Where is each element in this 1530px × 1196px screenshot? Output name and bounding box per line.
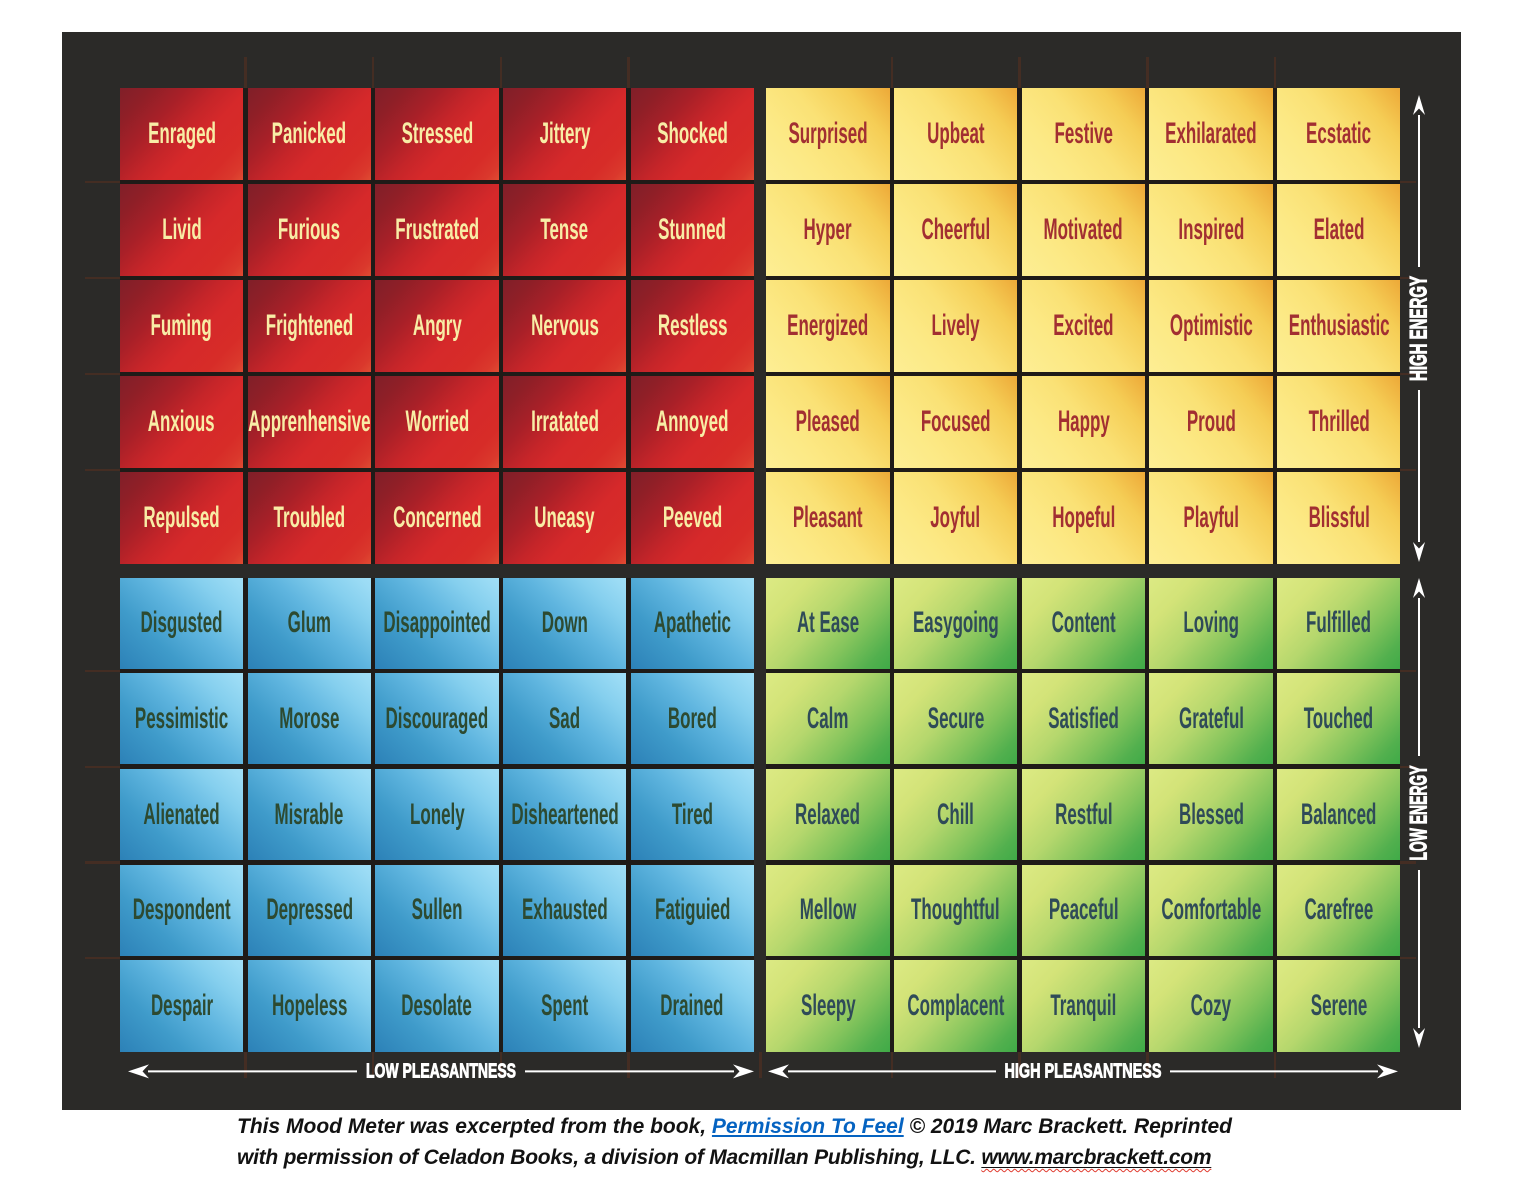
- svg-text:HIGH PLEASANTNESS: HIGH PLEASANTNESS: [1005, 1060, 1162, 1082]
- svg-text:LOW ENERGY: LOW ENERGY: [1406, 766, 1433, 861]
- svg-text:HIGH ENERGY: HIGH ENERGY: [1406, 276, 1433, 381]
- svg-text:LOW PLEASANTNESS: LOW PLEASANTNESS: [366, 1060, 516, 1082]
